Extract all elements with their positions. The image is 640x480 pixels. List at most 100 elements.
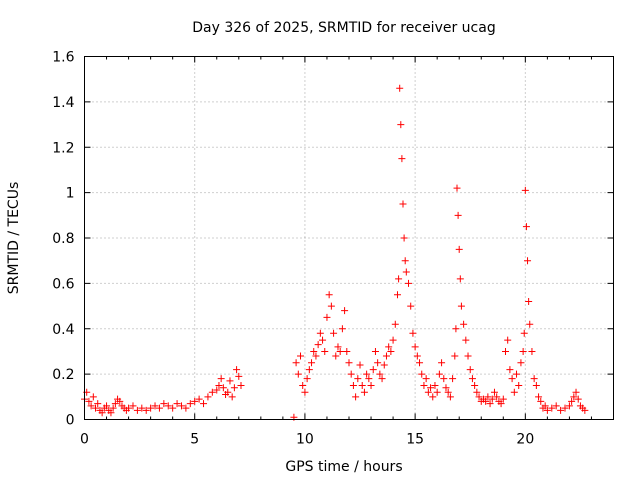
data-point [87,402,95,410]
data-point [142,406,150,414]
data-point [452,325,460,333]
y-tick-label: 1.2 [52,140,74,156]
data-points [81,84,589,421]
data-point [325,291,333,299]
data-point [405,279,413,287]
data-point [393,291,401,299]
data-point [336,347,344,355]
data-point [111,400,119,408]
data-point [334,343,342,351]
data-point [581,406,589,414]
data-point [230,384,238,392]
x-tick-label: 0 [80,432,89,448]
y-axis-label: SRMTID / TECUs [6,182,22,295]
data-point [177,402,185,410]
data-point [237,381,245,389]
data-point [397,121,405,129]
data-point [473,388,481,396]
data-point [305,366,313,374]
data-point [462,336,470,344]
data-point [524,257,532,265]
data-point [301,388,309,396]
data-point [98,409,106,417]
data-point [454,211,462,219]
x-axis-label: GPS time / hours [285,459,402,475]
data-point [226,377,234,385]
data-point [297,352,305,360]
data-point [409,329,417,337]
data-point [319,336,327,344]
data-point [570,393,578,401]
data-point [369,366,377,374]
data-point [374,359,382,367]
data-point [525,298,533,306]
data-point [208,388,216,396]
data-point [308,359,316,367]
data-point [433,388,441,396]
data-point [358,381,366,389]
data-point [484,393,492,401]
data-point [431,381,439,389]
data-point [418,370,426,378]
data-point [233,366,241,374]
data-point [327,302,335,310]
data-point [363,370,371,378]
data-point [416,359,424,367]
data-point [345,359,353,367]
data-point [376,370,384,378]
data-point [312,352,320,360]
data-point [399,200,407,208]
data-point [217,375,225,383]
y-tick-label: 0.4 [52,322,74,338]
data-point [365,375,373,383]
data-point [133,406,141,414]
data-point [310,347,318,355]
data-point [537,397,545,405]
data-point [552,402,560,410]
data-point [385,343,393,351]
data-point [347,370,355,378]
data-point [424,388,432,396]
data-point [138,404,146,412]
data-point [568,397,576,405]
data-point [482,397,490,405]
data-point [400,234,408,242]
data-point [378,375,386,383]
data-point [109,404,117,412]
data-point [453,184,461,192]
data-point [299,381,307,389]
data-point [395,275,403,283]
data-point [228,393,236,401]
axis-ticks: 0 5 10 15 20 0 0.2 0.4 0.6 0.8 1 1.2 1.4 1.6 [52,50,614,448]
data-point [508,375,516,383]
data-point [94,400,102,408]
data-point [382,352,390,360]
data-point [427,384,435,392]
y-tick-label: 0 [66,413,75,429]
data-point [541,402,549,410]
data-point [316,329,324,337]
data-point [343,347,351,355]
data-point [519,347,527,355]
data-point [440,375,448,383]
data-point [572,388,580,396]
data-point [151,402,159,410]
y-tick-label: 0.6 [52,276,74,292]
data-point [356,361,364,369]
data-point [475,393,483,401]
data-point [92,404,100,412]
data-point [526,320,534,328]
data-point [517,359,525,367]
data-point [490,388,498,396]
data-point [497,400,505,408]
data-point [464,352,472,360]
data-point [367,381,375,389]
data-point [442,384,450,392]
data-point [338,325,346,333]
data-point [294,370,302,378]
data-point [292,359,300,367]
data-point [314,341,322,349]
data-point [521,186,529,194]
data-point [215,381,223,389]
